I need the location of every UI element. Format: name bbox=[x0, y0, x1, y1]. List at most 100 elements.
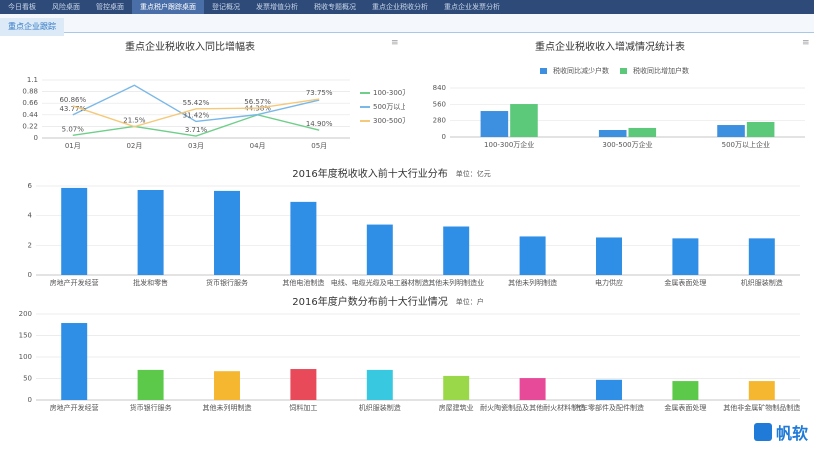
series-line bbox=[72, 84, 320, 123]
unit-label: 单位：户 bbox=[456, 297, 484, 306]
chart-title: 重点企业税收收入增减情况统计表 bbox=[535, 40, 685, 53]
x-tick-label: 100-300万企业 bbox=[484, 140, 534, 149]
logo-text: 帆软 bbox=[775, 424, 808, 443]
bar bbox=[519, 236, 546, 275]
y-tick-label: 150 bbox=[19, 332, 32, 340]
nav-tab[interactable]: 发票增值分析 bbox=[256, 3, 298, 11]
x-tick-label: 房地产开发经营 bbox=[50, 278, 99, 287]
bar bbox=[480, 111, 509, 137]
bar bbox=[717, 125, 745, 137]
legend-swatch bbox=[620, 68, 627, 74]
x-tick-label: 电力供应 bbox=[595, 278, 623, 287]
nav-tab[interactable]: 风险桌面 bbox=[52, 3, 80, 11]
x-tick-label: 金属表面处理 bbox=[664, 403, 706, 412]
x-tick-label: 房地产开发经营 bbox=[50, 403, 99, 412]
data-label: 56.57% bbox=[244, 98, 271, 106]
x-tick-label: 04月 bbox=[250, 142, 266, 150]
x-tick-label: 机织服装制造 bbox=[359, 403, 401, 412]
nav-tab[interactable]: 今日看板 bbox=[8, 3, 36, 11]
y-tick-label: 0 bbox=[28, 396, 32, 404]
y-tick-label: 6 bbox=[28, 182, 33, 190]
data-label: 73.75% bbox=[306, 89, 333, 97]
bar-chart: 2016年度税收收入前十大行业分布 单位：亿元 0 2 4 6 房地产开发经营 批发和零售 货币… bbox=[28, 167, 800, 287]
x-tick-label: 03月 bbox=[188, 142, 204, 150]
logo: 帆软 bbox=[753, 420, 808, 444]
line-chart: 重点企业税收收入同比增幅表 0 0.22 0.44 0.66 0.88 1.1 01月 02月 0… bbox=[22, 40, 405, 150]
bar bbox=[746, 122, 775, 137]
bar-chart: 重点企业税收收入增减情况统计表 0 280 560 840 100-300万企业 300-5… bbox=[433, 40, 805, 149]
series-line bbox=[72, 98, 320, 128]
legend-label: 税收同比减少户数 bbox=[553, 66, 609, 75]
x-tick-label: 金属表面处理 bbox=[664, 278, 706, 287]
bar bbox=[748, 381, 775, 400]
y-tick-label: 0 bbox=[28, 271, 32, 279]
x-tick-label: 其他未列明制造 bbox=[203, 403, 252, 412]
x-tick-label: 电线、电缆光缆及电工器材制造 bbox=[331, 278, 429, 287]
x-tick-label: 05月 bbox=[311, 142, 327, 150]
bar bbox=[290, 369, 317, 400]
data-label: 5.07% bbox=[62, 125, 85, 133]
bar bbox=[366, 224, 393, 275]
data-label: 14.90% bbox=[306, 120, 333, 128]
menu-icon[interactable]: ≡ bbox=[391, 38, 399, 48]
y-tick-label: 0.88 bbox=[22, 88, 38, 96]
bar bbox=[596, 237, 622, 275]
legend-label: 300-500万 bbox=[373, 117, 405, 125]
y-tick-label: 0.22 bbox=[22, 122, 38, 130]
x-tick-label: 500万以上企业 bbox=[722, 140, 770, 149]
data-label: 43.77% bbox=[59, 105, 86, 113]
section-header: 重点企业跟踪 bbox=[0, 14, 814, 36]
data-label: 31.42% bbox=[183, 111, 210, 119]
bar bbox=[672, 381, 699, 400]
x-tick-label: 其他未列明制造业 bbox=[428, 278, 484, 287]
x-tick-label: 汽车零部件及配件制造 bbox=[574, 403, 644, 412]
unit-label: 单位：亿元 bbox=[456, 169, 491, 178]
x-tick-label: 01月 bbox=[65, 142, 81, 150]
nav-tab[interactable]: 税收专题概况 bbox=[314, 3, 356, 11]
data-label: 21.5% bbox=[123, 117, 146, 125]
chart-title: 2016年度户数分布前十大行业情况 bbox=[292, 295, 447, 308]
x-tick-label: 其他非金属矿物制品制造 bbox=[723, 403, 800, 412]
bar bbox=[748, 238, 775, 275]
bar bbox=[61, 323, 88, 400]
data-label: 3.71% bbox=[185, 126, 208, 134]
nav-tab[interactable]: 重点企业发票分析 bbox=[444, 3, 500, 11]
x-tick-label: 货币银行服务 bbox=[130, 403, 172, 412]
x-tick-label: 300-500万企业 bbox=[602, 140, 652, 149]
bar bbox=[61, 187, 88, 275]
y-tick-label: 100 bbox=[19, 353, 32, 361]
y-tick-label: 0 bbox=[442, 133, 446, 141]
legend-swatch bbox=[540, 68, 547, 74]
y-tick-label: 4 bbox=[28, 212, 33, 220]
nav-tab[interactable]: 管控桌面 bbox=[96, 3, 124, 11]
y-tick-label: 1.1 bbox=[27, 76, 38, 84]
bar bbox=[290, 201, 317, 275]
bar bbox=[137, 190, 164, 275]
x-tick-label: 耐火陶瓷制品及其他耐火材料制造 bbox=[480, 403, 585, 412]
y-tick-label: 200 bbox=[19, 310, 32, 318]
nav-tab[interactable]: 登记概况 bbox=[212, 3, 240, 11]
nav-tab[interactable]: 重点企业税收分析 bbox=[372, 3, 428, 11]
bar bbox=[443, 226, 470, 275]
bar bbox=[214, 371, 240, 400]
bar bbox=[137, 369, 164, 400]
x-tick-label: 其他未列明制造 bbox=[508, 278, 557, 287]
x-tick-label: 02月 bbox=[126, 142, 142, 150]
section-title: 重点企业跟踪 bbox=[0, 18, 64, 36]
y-tick-label: 2 bbox=[28, 241, 32, 249]
legend-label: 税收同比增加户数 bbox=[633, 66, 689, 75]
nav-bar: 今日看板 风险桌面 管控桌面 重点税户跟踪桌面 登记概况 发票增值分析 税收专题概况 重点企业… bbox=[0, 0, 814, 14]
bar bbox=[519, 378, 546, 400]
x-tick-label: 批发和零售 bbox=[133, 278, 168, 287]
menu-icon[interactable]: ≡ bbox=[802, 38, 810, 48]
nav-tab[interactable]: 重点税户跟踪桌面 bbox=[132, 0, 204, 14]
y-tick-label: 0.66 bbox=[22, 99, 38, 107]
data-label: 60.86% bbox=[59, 96, 86, 104]
bar-chart: 2016年度户数分布前十大行业情况 单位：户 0 50 100 150 200 房地产开发经营… bbox=[19, 295, 801, 412]
y-tick-label: 560 bbox=[433, 100, 446, 108]
chart-title: 2016年度税收收入前十大行业分布 bbox=[292, 167, 447, 180]
bar bbox=[443, 375, 470, 400]
legend-label: 100-300万 bbox=[373, 89, 405, 97]
chart-title: 重点企业税收收入同比增幅表 bbox=[125, 40, 255, 53]
logo-icon bbox=[753, 423, 772, 441]
